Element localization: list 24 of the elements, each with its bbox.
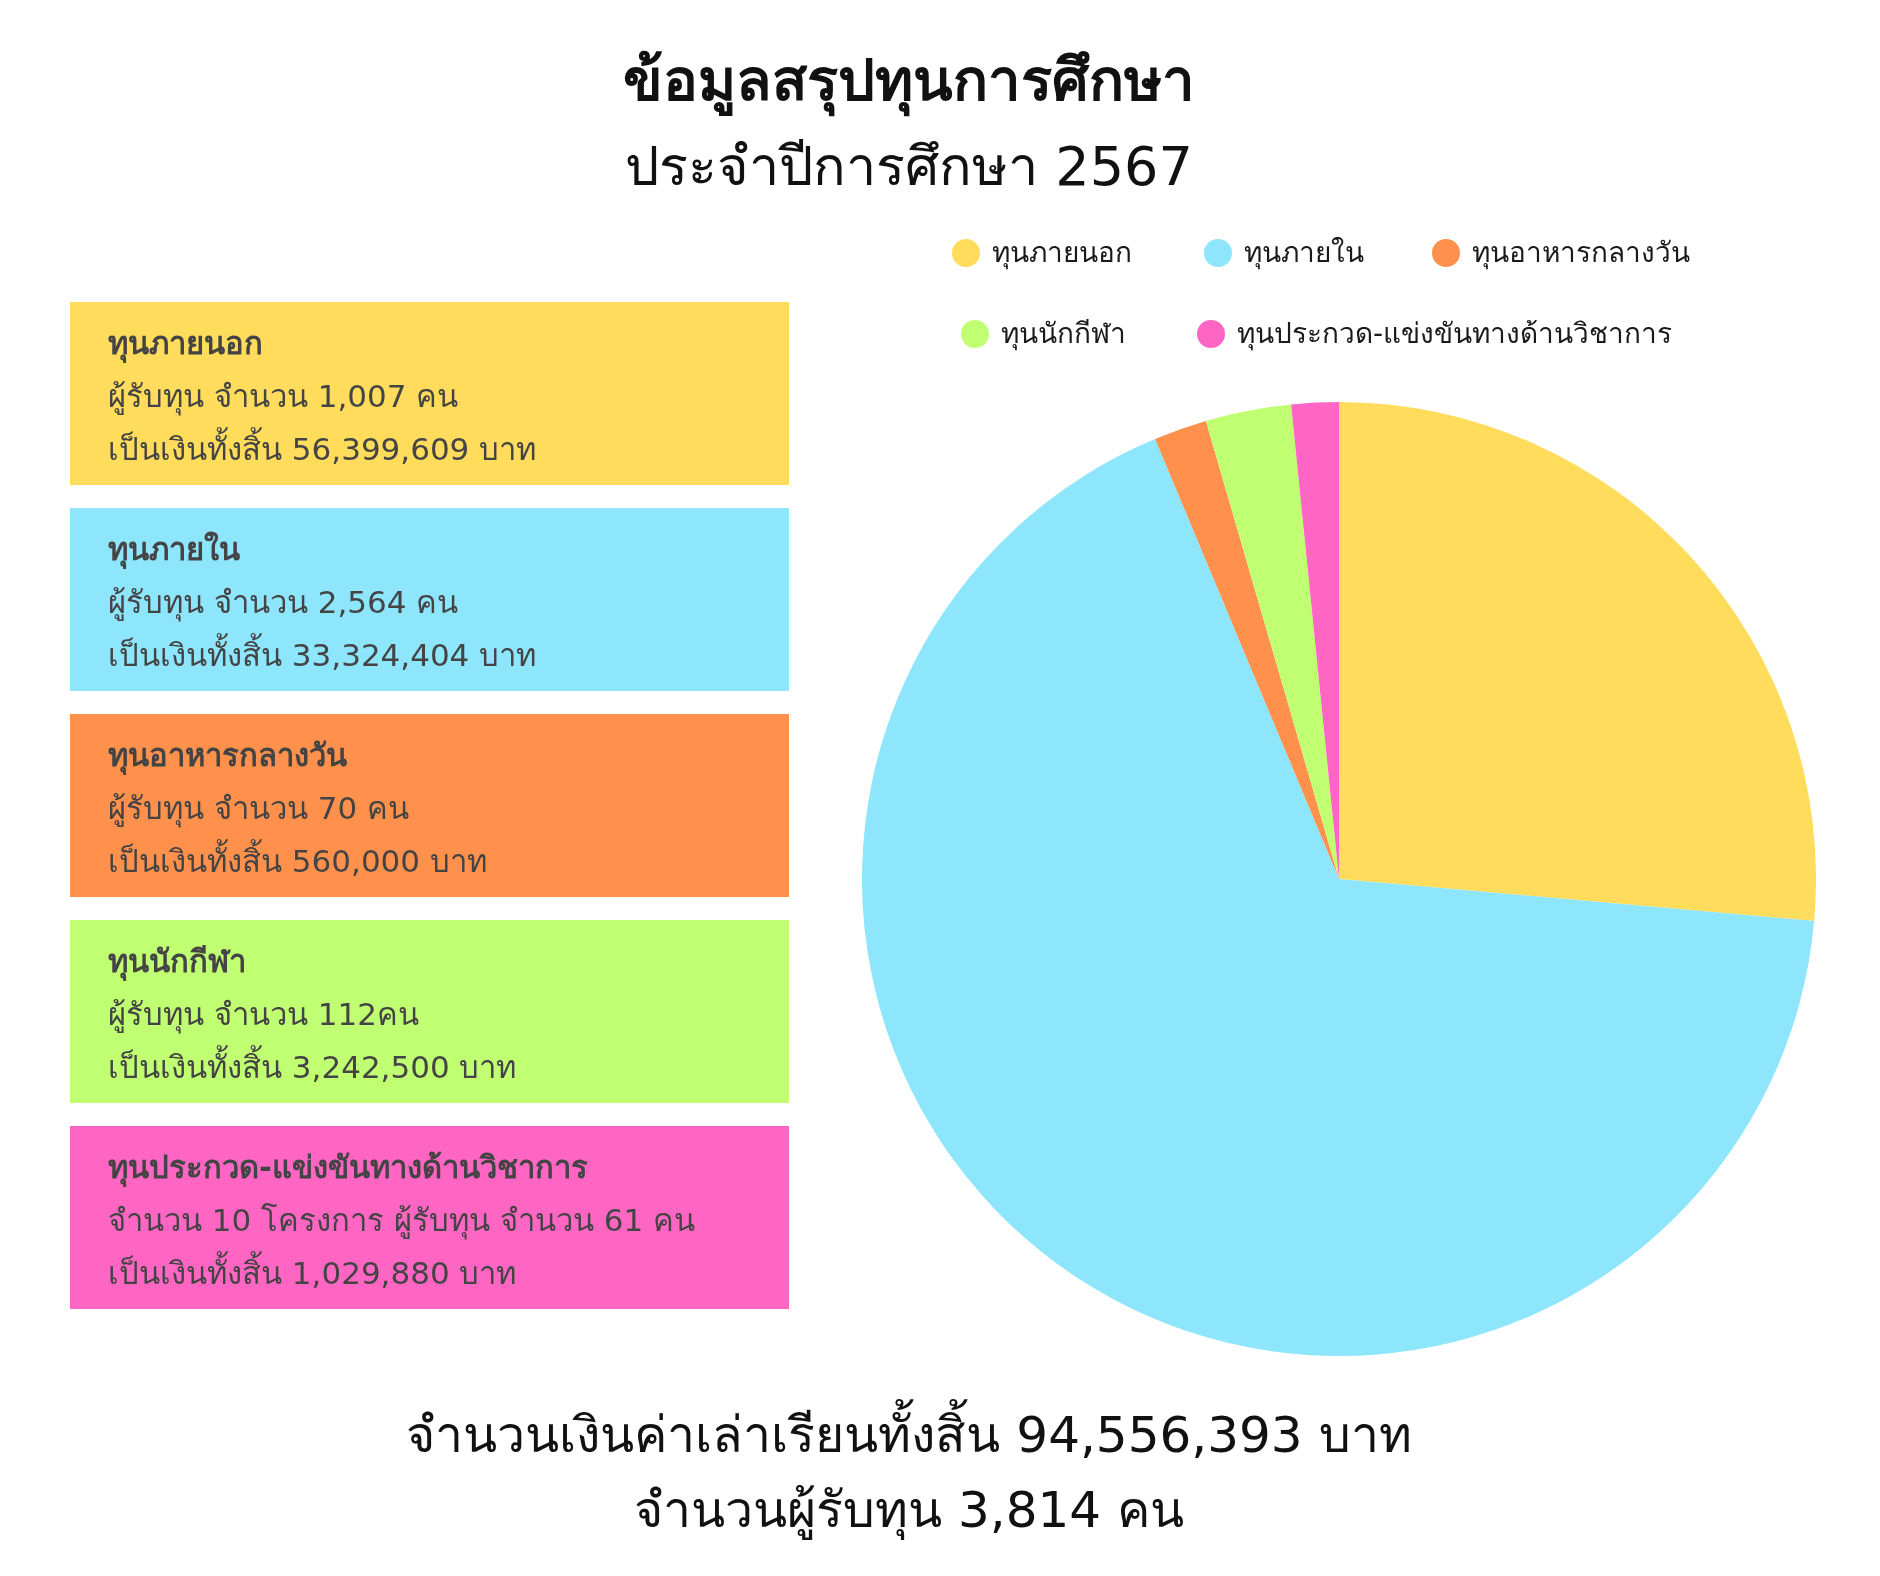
text: ทุนภายใน [108,531,240,569]
legend-label: ทุนภายใน [1244,236,1364,270]
text: เป็นเงินทั้งสิ้น 560,000 บาท [108,839,487,879]
legend-label: ทุนประกวด-แข่งขันทางด้านวิชาการ [1237,317,1673,351]
text: จำนวนผู้รับทุน 3,814 คน [634,1481,1184,1540]
legend-label: ทุนอาหารกลางวัน [1472,236,1690,270]
text: ผู้รับทุน จำนวน 2,564 คน [108,584,459,622]
text: ทุนนักกีฬา [108,943,246,981]
chart-subtitle: ประจำปีการศึกษา 2567 [625,135,1193,198]
text: จำนวนเงินค่าเล่าเรียนทั้งสิ้น 94,556,393 บาท [406,1399,1412,1464]
text: ผู้รับทุน จำนวน 70 คน [108,790,410,828]
legend-label: ทุนภายนอก [992,236,1132,270]
text: ทุนอาหารกลางวัน [108,737,347,775]
chart-title: ข้อมูลสรุปทุนการศึกษา [623,46,1195,117]
text: จำนวน 10 โครงการ ผู้รับทุน จำนวน 61 คน [108,1202,696,1240]
text: เป็นเงินทั้งสิ้น 3,242,500 บาท [108,1045,517,1085]
legend-label: ทุนนักกีฬา [1001,317,1126,351]
text: ทุนภายนอก [108,325,263,363]
text: เป็นเงินทั้งสิ้น 1,029,880 บาท [108,1251,517,1291]
text: เป็นเงินทั้งสิ้น 33,324,404 บาท [108,633,537,673]
text: ทุนประกวด-แข่งขันทางด้านวิชาการ [108,1149,588,1187]
text: เป็นเงินทั้งสิ้น 56,399,609 บาท [108,427,537,467]
text: ผู้รับทุน จำนวน 1,007 คน [108,378,459,416]
text: ผู้รับทุน จำนวน 112คน [108,996,419,1034]
